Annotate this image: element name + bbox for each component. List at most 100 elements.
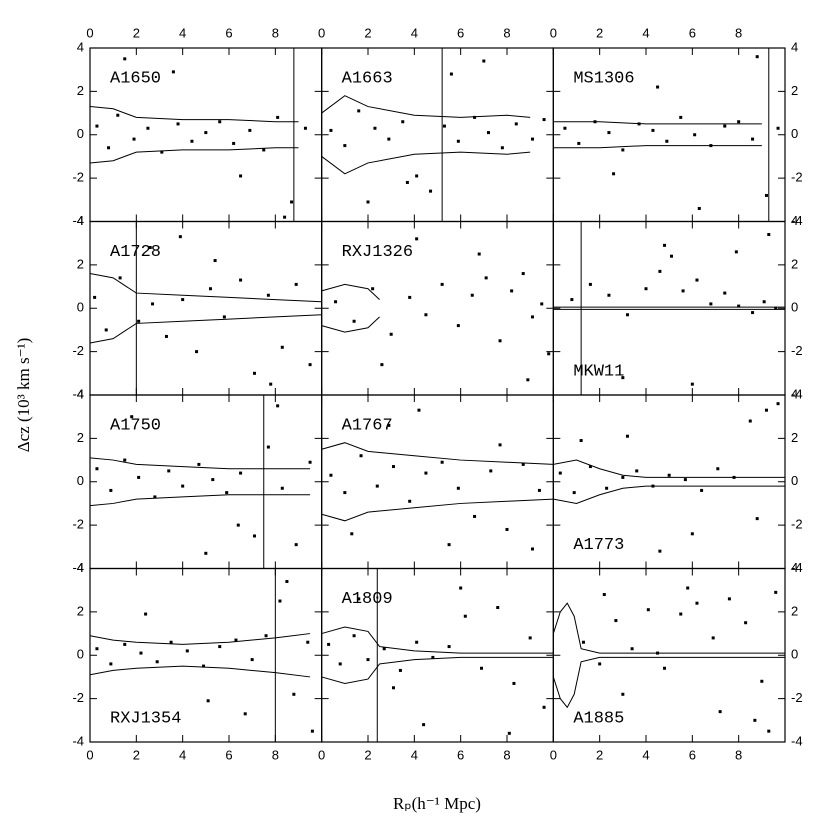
point [646,608,650,612]
point [280,345,284,349]
point [526,378,530,382]
point [213,259,217,263]
point [621,376,625,380]
point [614,619,618,623]
point [521,272,525,276]
point [343,491,347,495]
caustic-lower [89,314,322,344]
point [776,126,780,130]
point [663,243,667,247]
x-tick-label: 6 [457,747,464,762]
caustic-upper [321,442,554,465]
caustic-lower [553,145,762,149]
point [415,174,419,178]
x-tick-label: 2 [364,747,371,762]
x-tick-label: 6 [225,747,232,762]
y-tick-label: -4 [72,560,84,575]
point [473,514,477,518]
point [181,298,185,302]
point [482,59,486,63]
point [310,729,314,733]
point [711,636,715,640]
point [146,126,150,130]
x-tick-label: 6 [225,25,232,40]
point [408,499,412,503]
point [667,473,671,477]
point [700,488,704,492]
point [690,382,694,386]
y-tick-label: 0 [77,300,84,315]
caustic-lower [89,494,311,507]
y-tick-label: 4 [77,213,84,228]
point [456,139,460,143]
point [498,339,502,343]
caustic-lower [321,151,531,175]
point [104,328,108,332]
point [148,246,152,250]
x-tick-label: 4 [179,25,186,40]
y-tick-label: 4 [791,386,798,401]
point [95,647,99,651]
y-tick-label: -4 [791,733,803,748]
point [665,139,669,143]
point [178,235,182,239]
point [764,193,768,197]
point [709,302,713,306]
point [123,458,127,462]
y-tick-label: 0 [77,647,84,662]
caustic-upper [552,602,785,654]
point [185,649,189,653]
point [343,144,347,148]
panel-title: A1773 [573,536,624,555]
y-tick-label: 2 [791,256,798,271]
point [764,408,768,412]
point [440,282,444,286]
point [357,109,361,113]
point [658,549,662,553]
point [607,293,611,297]
y-tick-label: -2 [791,343,803,358]
point [449,72,453,76]
point [107,146,111,150]
x-tick-label: 0 [318,25,325,40]
caustic-upper [553,121,762,125]
point [440,460,444,464]
x-tick-label: 8 [272,747,279,762]
point [776,402,780,406]
y-tick-label: -2 [791,690,803,705]
panel-title: A1767 [342,416,393,435]
point [375,484,379,488]
point [651,128,655,132]
point [204,551,208,555]
point [528,636,532,640]
point [155,660,159,664]
point [202,664,206,668]
point [327,642,331,646]
point [303,126,307,130]
point [130,415,134,419]
point [625,434,629,438]
point [463,614,467,618]
caustic-upper [553,459,785,478]
y-tick-label: -4 [791,386,803,401]
point [598,662,602,666]
y-tick-label: 0 [791,473,798,488]
point [579,439,583,443]
point [239,471,243,475]
point [625,313,629,317]
point [382,647,386,651]
point [132,137,136,141]
point [774,590,778,594]
x-tick-label: 8 [503,25,510,40]
point [269,382,273,386]
point [751,311,755,315]
point [195,350,199,354]
y-tick-label: 4 [77,386,84,401]
y-tick-label: -2 [72,690,84,705]
x-tick-label: 8 [735,747,742,762]
point [144,612,148,616]
y-tick-label: 2 [77,603,84,618]
point [484,276,488,280]
point [744,621,748,625]
